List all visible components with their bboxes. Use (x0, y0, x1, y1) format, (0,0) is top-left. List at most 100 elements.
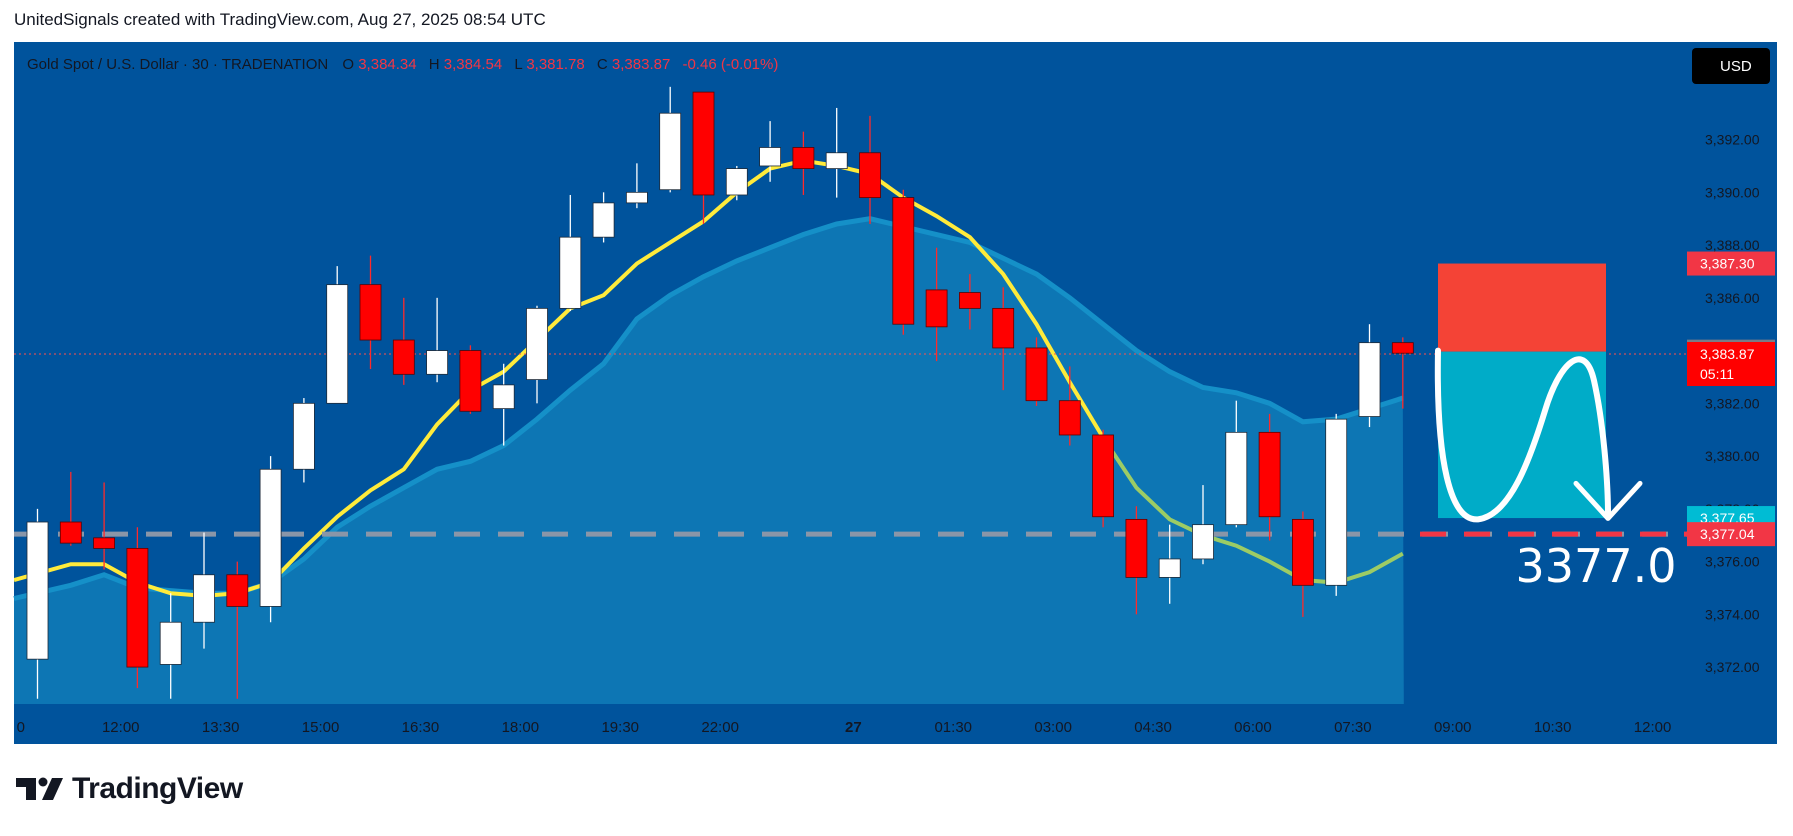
candle-body (626, 191, 648, 204)
close-label: C (597, 56, 608, 73)
candle-37 (1258, 413, 1281, 541)
time-tick-label: 12:00 (102, 719, 140, 736)
candle-body (526, 307, 548, 380)
candle-body (292, 402, 315, 470)
candle-body (1125, 518, 1148, 578)
candle-30 (1025, 337, 1048, 406)
candle-body (1358, 342, 1381, 417)
open-value: 3,384.34 (358, 56, 416, 73)
time-tick-label: 06:00 (1234, 719, 1272, 736)
time-tick-label: 0 (17, 719, 25, 736)
candle-23 (792, 131, 815, 195)
candle-32 (1092, 429, 1114, 528)
candle-body (193, 574, 215, 623)
candle-body (1025, 347, 1048, 402)
ema-slow-fill (14, 218, 1404, 704)
candle-body (1158, 558, 1181, 578)
candle-body (59, 521, 82, 544)
candle-body (1292, 518, 1314, 586)
price-tick-label: 3,376.00 (1705, 554, 1760, 570)
candle-3 (126, 527, 149, 689)
price-tick-label: 3,388.00 (1705, 237, 1760, 253)
stop-loss-zone (1438, 263, 1606, 352)
time-tick-label: 18:00 (502, 719, 540, 736)
candle-10 (359, 255, 382, 370)
time-tick-label: 12:00 (1634, 719, 1672, 736)
low-label: L (514, 56, 522, 73)
time-tick-label: 07:30 (1334, 719, 1372, 736)
arrow-down-icon (1573, 480, 1643, 521)
chart-credit: UnitedSignals created with TradingView.c… (14, 10, 546, 29)
candle-19 (659, 86, 682, 193)
price-tick-label: 3,374.00 (1705, 606, 1760, 622)
candle-body (725, 168, 748, 196)
ema-fast-stroke-tail (1101, 436, 1404, 585)
candle-body (592, 202, 615, 238)
take-profit-zone (1438, 351, 1606, 519)
close-value: 3,383.87 (612, 56, 670, 73)
time-tick-label: 22:00 (701, 719, 739, 736)
candle-body (459, 350, 482, 412)
brand-name: TradingView (72, 772, 243, 805)
candle-body (359, 284, 382, 341)
candle-7 (259, 456, 282, 623)
low-value: 3,381.78 (526, 56, 584, 73)
time-tick-label: 03:00 (1034, 719, 1072, 736)
projection-path (1434, 347, 1643, 523)
price-labels: 3,387.303,383.963,383.8705:113,377.653,3… (1687, 251, 1775, 547)
candle-17 (592, 192, 615, 243)
candle-21 (725, 165, 748, 201)
candle-24 (825, 107, 848, 198)
axis-price-label-bg (1687, 342, 1775, 387)
price-tick-label: 3,372.00 (1705, 659, 1760, 675)
candle-22 (759, 121, 781, 182)
trade-zones (1438, 263, 1606, 519)
high-label: H (429, 56, 440, 73)
time-tick-label: 04:30 (1134, 719, 1172, 736)
symbol-title: Gold Spot / U.S. Dollar · 30 · TRADENATI… (27, 56, 328, 73)
axis-price-label: 3,383.87 05:11 (1687, 342, 1775, 387)
candle-41 (1391, 337, 1414, 409)
candle-0 (26, 508, 49, 699)
price-tick-label: 3,392.00 (1705, 132, 1760, 148)
candle-body (492, 384, 515, 410)
time-tick-label: 01:30 (934, 719, 972, 736)
tradingview-logo[interactable]: TradingView (16, 772, 243, 806)
currency-button[interactable]: USD (1692, 48, 1770, 84)
candle-body (825, 152, 848, 169)
time-tick-label: 19:30 (601, 719, 639, 736)
candle-1 (59, 471, 82, 546)
axis-price-label: 3,377.04 (1687, 522, 1775, 547)
tradingview-logo-icon (16, 777, 63, 800)
candle-body (159, 621, 182, 665)
ema-slow-area (14, 218, 1404, 704)
currency-button-label: USD (1720, 58, 1752, 75)
candle-body (226, 574, 249, 607)
candle-body (326, 284, 349, 404)
time-tick-label: 16:30 (402, 719, 440, 736)
axis-price-label-text: 3,387.30 (1700, 256, 1755, 272)
candle-13 (459, 345, 482, 414)
candle-body (426, 350, 449, 375)
candle-body (559, 236, 582, 309)
price-tick-label: 3,382.00 (1705, 395, 1760, 411)
change-value: -0.46 (-0.01%) (682, 56, 778, 73)
candle-body (759, 147, 781, 167)
svg-text:Gold Spot / U.S. Dollar · 30 ·: Gold Spot / U.S. Dollar · 30 · TRADENATI… (27, 56, 778, 73)
candle-15 (526, 305, 548, 404)
candle-body (1258, 431, 1281, 518)
candle-14 (492, 363, 515, 446)
candles (26, 86, 1414, 699)
candle-26 (892, 189, 915, 335)
candle-8 (292, 398, 315, 483)
candle-body (959, 292, 981, 309)
candle-6 (226, 561, 249, 699)
candle-body (1058, 400, 1081, 436)
candle-4 (159, 593, 182, 699)
time-axis: 0 12:00 13:30 15:00 16:30 18:00 19:30 22:00 27 01… (17, 719, 1672, 736)
candle-body (892, 197, 915, 325)
candle-body (1325, 418, 1348, 586)
candle-body (859, 152, 881, 199)
axis-price-label-text: 3,383.87 (1700, 346, 1755, 362)
